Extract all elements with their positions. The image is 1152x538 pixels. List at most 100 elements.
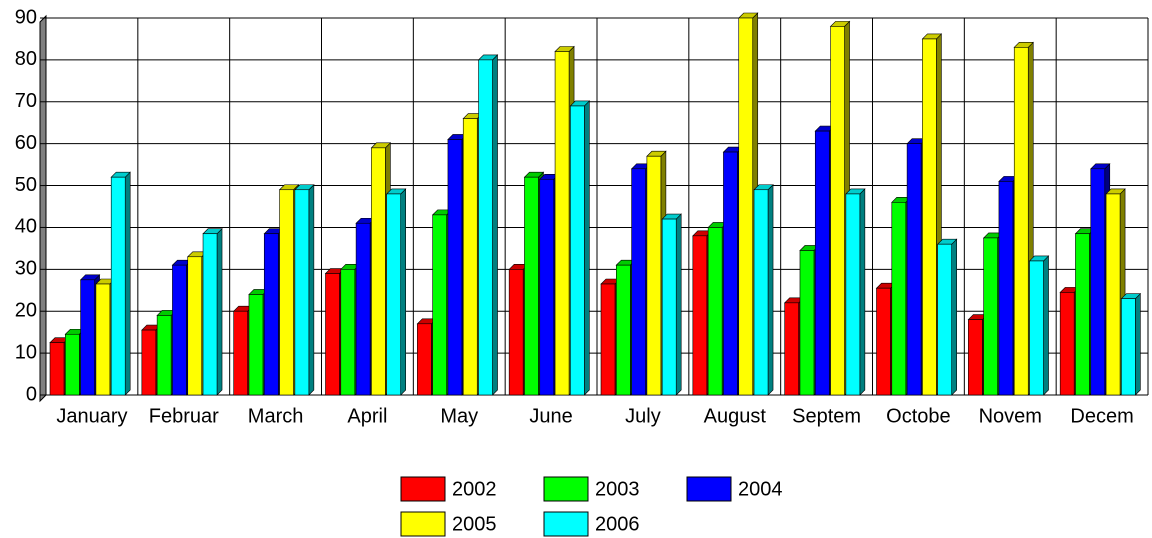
bar xyxy=(156,315,172,396)
x-tick-label: Octobe xyxy=(886,405,950,427)
bar xyxy=(478,59,493,396)
bar xyxy=(141,329,157,396)
y-tick-label: 30 xyxy=(15,258,37,280)
bar xyxy=(784,302,799,396)
x-tick-label: April xyxy=(347,405,387,427)
x-tick-label: Februar xyxy=(149,405,219,427)
bar xyxy=(922,38,937,396)
bar-side xyxy=(308,184,315,396)
bar xyxy=(386,193,402,396)
legend-label: 2006 xyxy=(595,513,640,535)
x-tick-label: March xyxy=(248,405,304,427)
bar xyxy=(508,269,524,396)
bar xyxy=(187,256,203,396)
bar-side xyxy=(1043,255,1049,396)
bar xyxy=(248,294,264,396)
bar xyxy=(753,189,769,396)
bar xyxy=(554,51,570,396)
bar xyxy=(906,143,922,396)
legend-swatch xyxy=(400,476,446,502)
y-tick-label: 90 xyxy=(15,6,37,28)
bar xyxy=(968,319,983,396)
bar xyxy=(1105,193,1121,396)
y-tick-label: 50 xyxy=(15,174,37,196)
bar xyxy=(615,264,631,396)
x-tick-label: January xyxy=(56,405,127,427)
bar xyxy=(340,269,356,396)
bar xyxy=(738,17,754,396)
bar xyxy=(1075,233,1090,396)
bar xyxy=(49,342,65,396)
legend-label: 2004 xyxy=(738,478,783,500)
bar xyxy=(646,155,662,396)
legend-swatch xyxy=(543,476,589,502)
y-tick-label: 60 xyxy=(15,132,37,154)
y-tick-label: 10 xyxy=(15,341,37,363)
x-tick-label: Novem xyxy=(979,405,1042,427)
bar xyxy=(799,250,815,396)
bar xyxy=(65,333,80,396)
bar xyxy=(202,233,218,396)
bar xyxy=(371,147,386,396)
y-tick-label: 80 xyxy=(15,48,37,70)
bar-side xyxy=(492,54,498,396)
bar xyxy=(524,176,539,396)
bar xyxy=(417,323,432,396)
bar-side xyxy=(859,188,866,396)
bar xyxy=(983,237,998,396)
bar xyxy=(830,26,845,396)
left-wall xyxy=(39,14,47,403)
legend-swatch xyxy=(400,511,446,537)
bar xyxy=(1013,47,1029,396)
bar xyxy=(570,105,585,396)
bar xyxy=(723,151,738,396)
x-tick-label: Decem xyxy=(1070,405,1133,427)
bar xyxy=(432,214,447,396)
bar xyxy=(631,168,646,396)
bar xyxy=(998,181,1014,396)
bar xyxy=(845,193,861,396)
bar-side xyxy=(216,228,223,396)
legend-swatch xyxy=(543,511,589,537)
x-tick-label: May xyxy=(440,405,478,427)
y-tick-label: 70 xyxy=(15,90,37,112)
y-tick-label: 20 xyxy=(15,300,37,322)
x-tick-label: June xyxy=(529,405,572,427)
bar xyxy=(661,218,677,396)
bar xyxy=(110,176,126,396)
bar xyxy=(447,139,463,396)
bar-side xyxy=(767,184,774,396)
legend-label: 2003 xyxy=(595,478,640,500)
bar xyxy=(814,130,830,396)
bar xyxy=(279,189,294,396)
x-tick-label: Septem xyxy=(792,405,861,427)
bar-side xyxy=(400,188,407,396)
bar xyxy=(355,222,371,396)
bar xyxy=(1029,260,1044,396)
bar xyxy=(937,243,953,396)
bar xyxy=(600,283,616,396)
bar xyxy=(172,264,187,396)
x-tick-label: July xyxy=(625,405,661,427)
x-tick-label: August xyxy=(704,405,767,427)
bar xyxy=(462,118,478,396)
bar-side xyxy=(584,100,590,396)
bar xyxy=(95,283,111,396)
bar xyxy=(707,227,723,396)
bar-side xyxy=(1135,292,1141,396)
bar xyxy=(891,202,907,396)
y-tick-label: 40 xyxy=(15,216,37,238)
legend-swatch xyxy=(686,476,732,502)
bar-side xyxy=(675,213,682,396)
bar xyxy=(692,235,708,396)
bar-side xyxy=(124,171,131,396)
bar xyxy=(294,189,310,396)
bar xyxy=(539,178,555,396)
bar xyxy=(1090,168,1106,396)
bar xyxy=(233,310,248,396)
bar-side xyxy=(951,238,958,396)
y-tick-label: 0 xyxy=(26,383,37,405)
bar xyxy=(263,233,279,396)
bar xyxy=(1121,298,1136,396)
bar xyxy=(876,287,891,396)
